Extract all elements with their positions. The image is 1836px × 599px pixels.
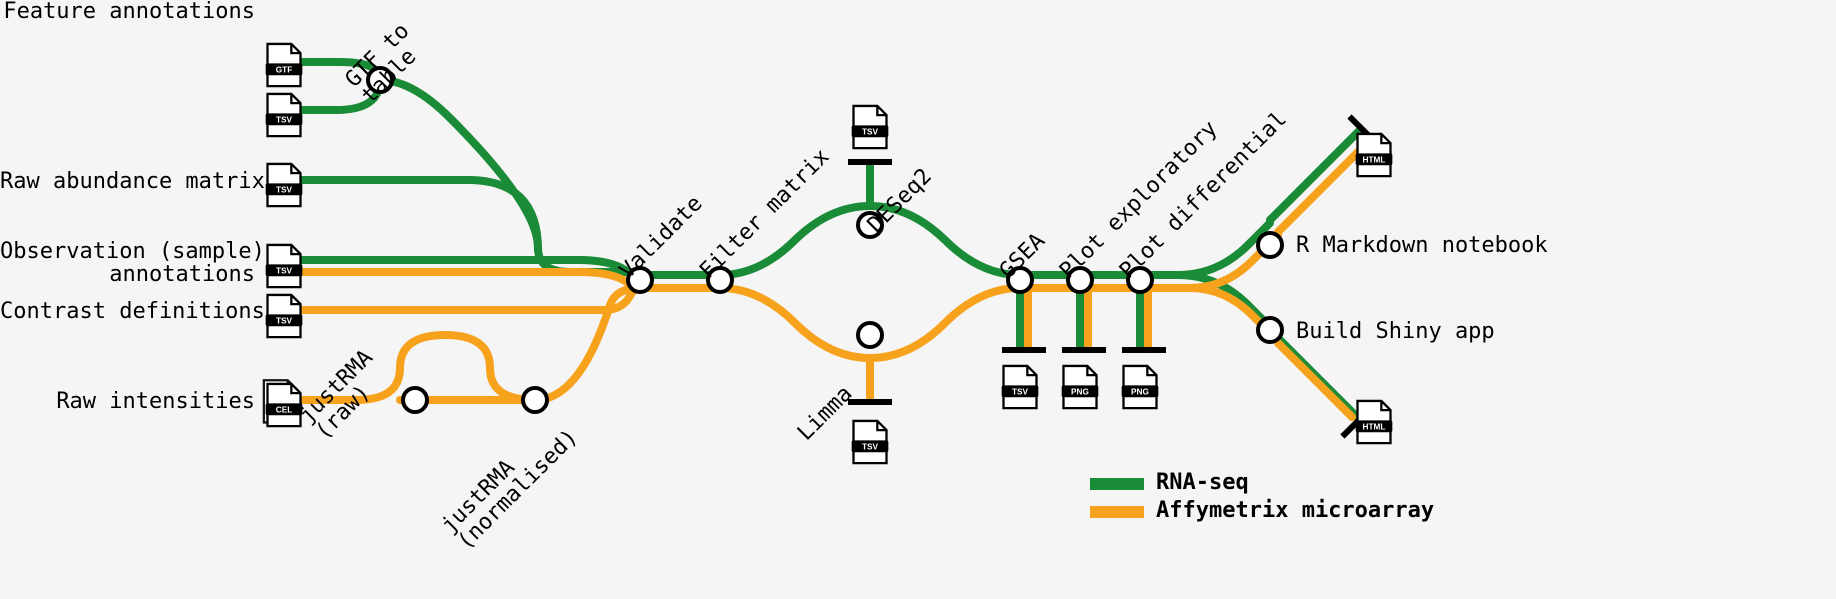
file-icon-tsv: TSV	[848, 100, 888, 150]
input-label-feature-annotations: Feature annotations	[0, 0, 255, 23]
file-icon-png: PNG	[1058, 360, 1098, 410]
svg-text:TSV: TSV	[276, 316, 293, 325]
input-label-raw-intensities: Raw intensities	[0, 390, 255, 413]
node-limma	[858, 323, 882, 347]
svg-text:CEL: CEL	[276, 405, 293, 414]
node-shiny	[1258, 318, 1282, 342]
file-icon-tsv: TSV	[262, 239, 302, 289]
input-label-contrast-definitions: Contrast definitions	[0, 300, 255, 323]
svg-text:PNG: PNG	[1131, 387, 1149, 396]
svg-text:TSV: TSV	[276, 115, 293, 124]
svg-text:TSV: TSV	[1012, 387, 1029, 396]
file-icon-tsv: TSV	[262, 158, 302, 208]
node-justrma_raw	[403, 388, 427, 412]
svg-text:HTML: HTML	[1363, 155, 1386, 164]
svg-text:TSV: TSV	[862, 127, 879, 136]
svg-text:GTF: GTF	[276, 65, 293, 74]
file-icon-html: HTML	[1352, 128, 1392, 178]
legend-swatch-microarray	[1090, 506, 1144, 518]
node-rmarkdown	[1258, 233, 1282, 257]
node-label-shiny: Build Shiny app	[1296, 320, 1495, 343]
file-icon-tsv: TSV	[998, 360, 1038, 410]
legend-label-rnaseq: RNA-seq	[1156, 470, 1249, 495]
file-icon-png: PNG	[1118, 360, 1158, 410]
pipeline-diagram: { "type": "flowchart", "canvas": {"width…	[0, 0, 1836, 599]
node-label-rmarkdown: R Markdown notebook	[1296, 234, 1548, 257]
node-justrma_norm	[523, 388, 547, 412]
input-label-raw-abundance: Raw abundance matrix	[0, 170, 255, 193]
svg-text:PNG: PNG	[1071, 387, 1089, 396]
file-icon-tsv: TSV	[262, 289, 302, 339]
file-icon-tsv: TSV	[848, 415, 888, 465]
file-icon-tsv: TSV	[262, 88, 302, 138]
file-icon-cel: CEL	[262, 378, 302, 428]
svg-text:TSV: TSV	[276, 266, 293, 275]
file-icon-gtf: GTF	[262, 38, 302, 88]
input-label-observation-annotations: Observation (sample) annotations	[0, 240, 255, 286]
legend-swatch-rnaseq	[1090, 478, 1144, 490]
legend-label-microarray: Affymetrix microarray	[1156, 498, 1434, 523]
file-icon-html: HTML	[1352, 395, 1392, 445]
svg-text:TSV: TSV	[276, 185, 293, 194]
svg-text:HTML: HTML	[1363, 422, 1386, 431]
svg-text:TSV: TSV	[862, 442, 879, 451]
